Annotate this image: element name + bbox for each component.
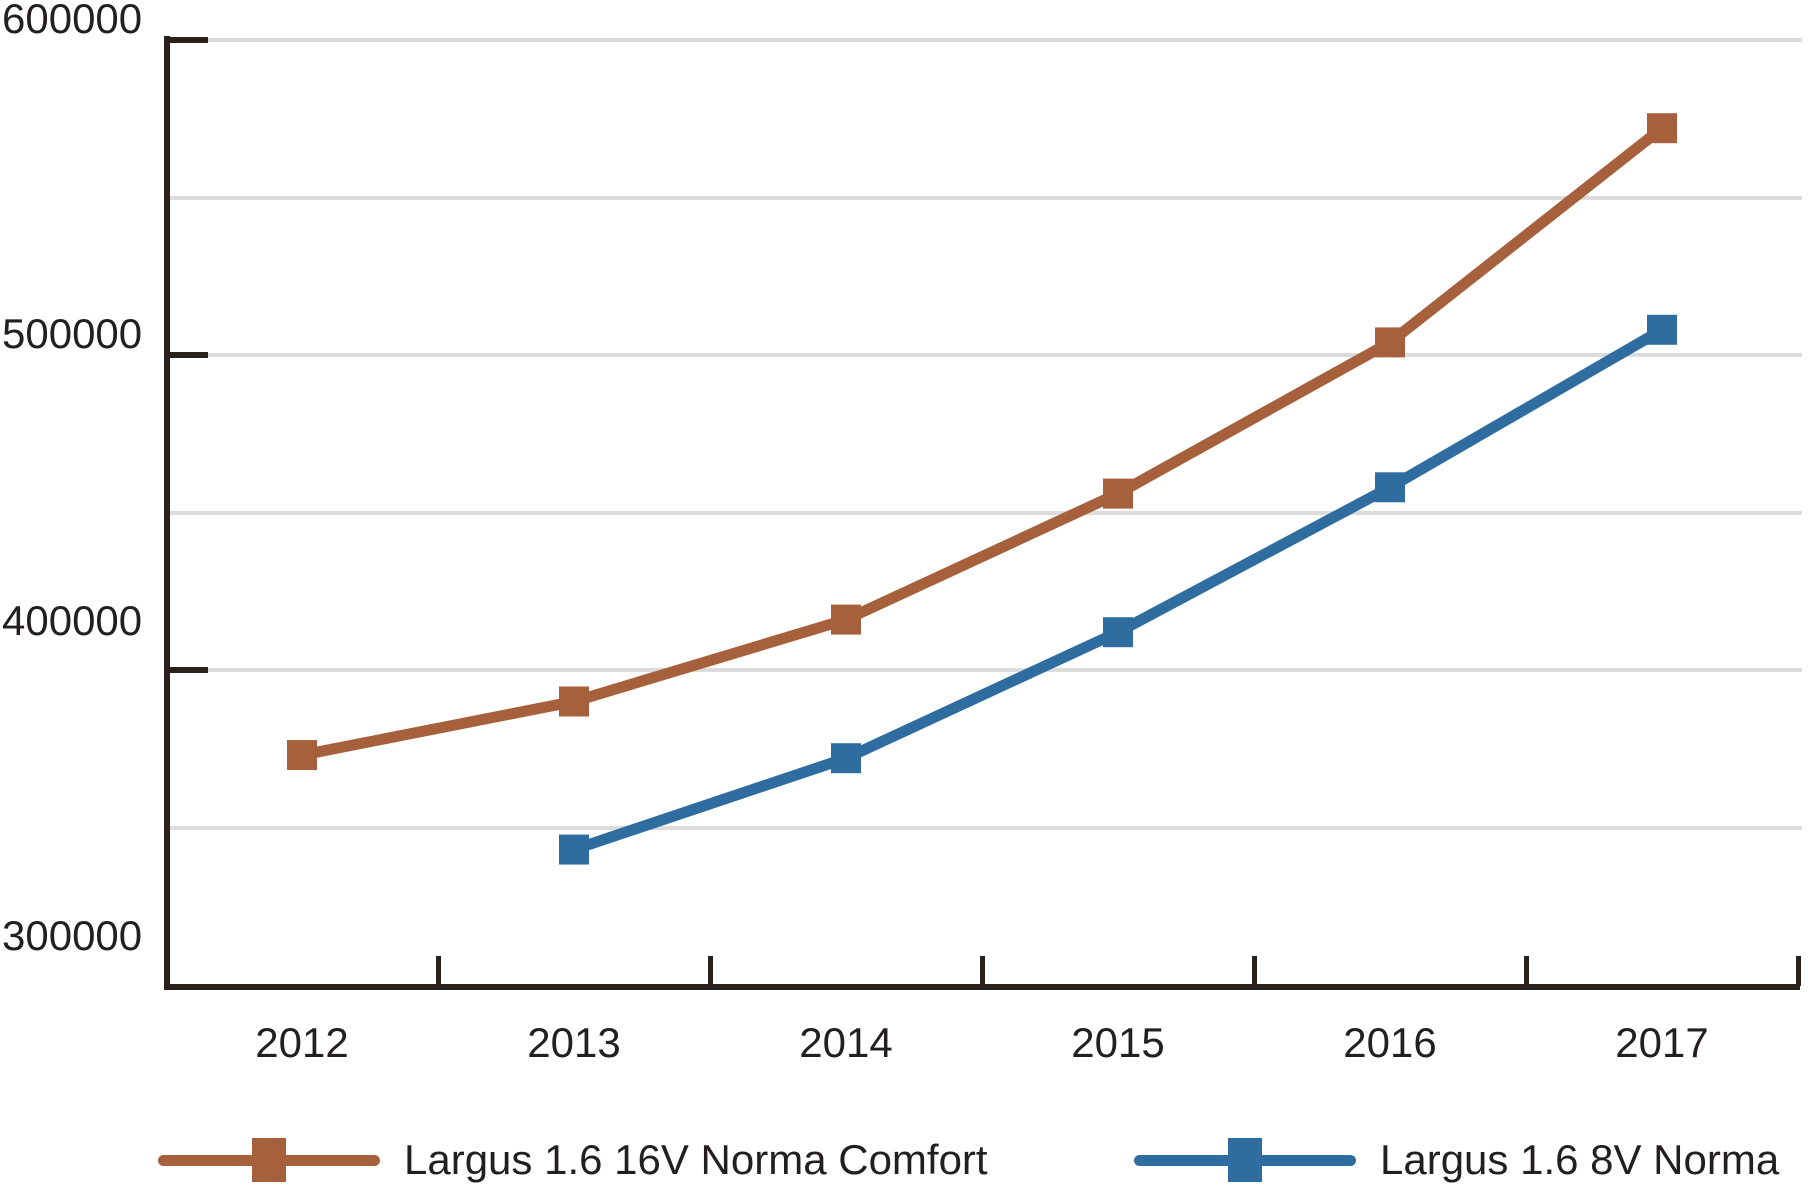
y-axis-tick [166,352,208,358]
data-point-marker [1103,617,1133,648]
data-point-marker [1647,113,1677,144]
x-axis-tick [1796,956,1801,986]
gridline [168,668,1802,672]
x-axis-tick [1252,956,1257,986]
series-line-1 [572,325,1665,855]
data-point-marker [287,740,317,771]
gridline [168,510,1802,515]
data-point-marker [559,686,589,717]
data-point-marker [831,743,861,774]
legend-line-swatch-8v [1134,1138,1356,1182]
gridline [168,825,1802,830]
x-axis-label: 2012 [255,1019,349,1066]
data-point-marker [1647,314,1677,345]
y-axis-label: 300000 [2,912,143,959]
data-point-marker [1375,472,1405,503]
data-point-marker [831,604,861,635]
y-axis-tick [166,667,208,673]
y-axis-label: 400000 [2,597,143,644]
x-axis-label: 2016 [1343,1019,1437,1066]
x-axis-tick [708,956,713,986]
data-point-marker [1375,327,1405,358]
x-axis-label: 2014 [799,1019,893,1066]
series-line-0 [300,123,1666,761]
gridline [168,195,1802,200]
legend-item-16v-norma-comfort: Largus 1.6 16V Norma Comfort [158,1128,988,1192]
data-point-marker [559,834,589,865]
x-axis-line [164,984,1800,990]
legend-label-16v: Largus 1.6 16V Norma Comfort [404,1136,988,1183]
y-axis-line [164,36,170,990]
legend-label-8v: Largus 1.6 8V Norma [1380,1136,1780,1183]
data-point-marker [1103,478,1133,509]
x-axis-label: 2015 [1071,1019,1165,1066]
gridline [168,38,1802,42]
legend-square-marker-icon [1228,1138,1262,1182]
x-axis-tick [436,956,441,986]
legend-square-marker-icon [252,1138,286,1182]
y-axis-label: 600000 [2,0,143,42]
x-axis-label: 2017 [1615,1019,1709,1066]
x-axis-label: 2013 [527,1019,621,1066]
legend-item-8v-norma: Largus 1.6 8V Norma [1134,1128,1779,1192]
x-axis-tick [980,956,985,986]
y-axis-label: 500000 [2,310,143,357]
x-axis-tick [1524,956,1529,986]
gridline [168,353,1802,357]
legend-line-swatch-16v [158,1138,380,1182]
y-axis-tick [166,37,208,43]
